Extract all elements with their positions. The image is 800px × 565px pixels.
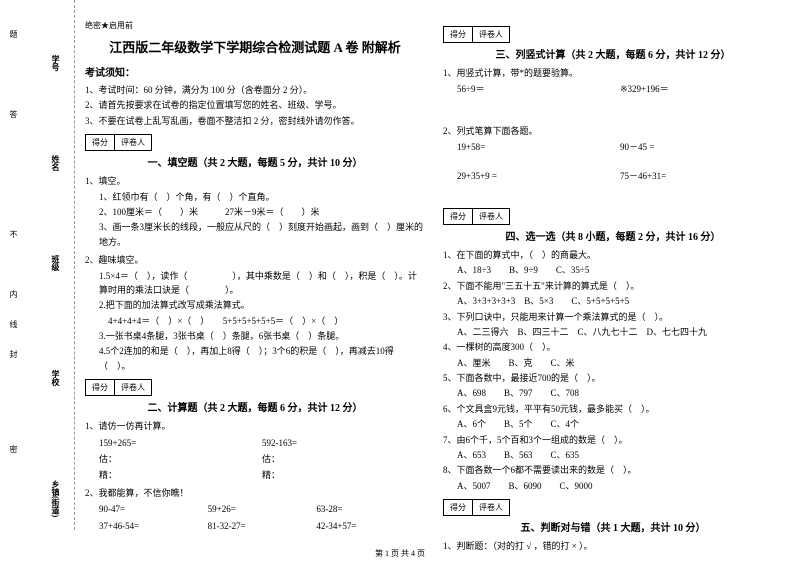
q3-c1b: 59+26= <box>208 502 317 516</box>
q5-6: 6、个文具盒9元钱，平平有50元钱，最多能买（ ）。 <box>443 402 783 416</box>
marker-bu: 不 <box>8 230 19 238</box>
q5-7: 7、由6个千，5个百和3个一组成的数是（ ）。 <box>443 433 783 447</box>
score-box-3: 得分 评卷人 <box>443 26 783 43</box>
q3-c2c: 42-34+57= <box>316 519 425 533</box>
notice-3: 3、不要在试卷上乱写乱画，卷面不整洁扣 2 分，密封线外请勿作答。 <box>85 114 425 128</box>
q4-sub: 2、列式笔算下面各题。 <box>443 124 783 138</box>
q5-8: 8、下面各数一个6都不需要读出来的数是（ ）。 <box>443 463 783 477</box>
marker-nei: 内 <box>8 290 19 298</box>
q3-r2b: 估： <box>262 452 425 466</box>
q5-5-opts: A、698 B、797 C、708 <box>443 386 783 400</box>
q5-3-opts: A、二三得六 B、四三十二 C、八九七十二 D、七七四十九 <box>443 325 783 339</box>
q5-1-opts: A、18÷3 B、9÷9 C、35÷5 <box>443 263 783 277</box>
marker-da: 答 <box>8 110 19 118</box>
q4-c1b: 90－45 = <box>620 140 783 154</box>
q3-r3a: 精： <box>99 468 262 482</box>
score-label-4: 得分 <box>443 208 473 225</box>
q3-r1a: 159+265= <box>99 436 262 450</box>
q3-c1c: 63-28= <box>316 502 425 516</box>
q3-r2a: 估： <box>99 452 262 466</box>
left-column: 绝密★启用前 江西版二年级数学下学期综合检测试题 A 卷 附解析 考试须知： 1… <box>85 20 425 555</box>
q4-c2a: 29+35+9 = <box>457 169 620 183</box>
q2-item-1: 1.5×4＝（ ），读作（ ），其中乘数是（ ）和（ ），积是（ ）。计算时用的… <box>85 269 425 298</box>
q5-4-opts: A、厘米 B、克 C、米 <box>443 356 783 370</box>
q4-r1b: ※329+196＝ <box>620 82 783 96</box>
q2-item-3: 4+4+4+4＝（ ）×（ ） 5+5+5+5+5+5＝（ ）×（ ） <box>85 314 425 328</box>
q3-row-1: 159+265= 592-163= <box>85 435 425 451</box>
score-label: 得分 <box>85 134 115 151</box>
q3-calc-1: 90-47= 59+26= 63-28= <box>85 501 425 517</box>
q3-r3b: 精： <box>262 468 425 482</box>
q3-row-3: 精： 精： <box>85 467 425 483</box>
q5-1: 1、在下面的算式中，（ ）的商最大。 <box>443 248 783 262</box>
q1-item-2: 2、100厘米＝（ ）米 27米－9米＝（ ）米 <box>85 205 425 219</box>
q4-r1a: 56÷9＝ <box>457 82 620 96</box>
q3-calc-2: 37+46-54= 81-32-27= 42-34+57= <box>85 518 425 534</box>
score-label-3: 得分 <box>443 26 473 43</box>
q3-head: 1、请仿一仿再计算。 <box>85 419 425 433</box>
right-column: 得分 评卷人 三、列竖式计算（共 2 大题，每题 6 分，共计 12 分） 1、… <box>443 20 783 555</box>
marker-mi: 密 <box>8 445 19 453</box>
q4-calc-2: 29+35+9 = 75－46+31= <box>443 168 783 184</box>
q4-head: 1、用竖式计算，带*的题要验算。 <box>443 66 783 80</box>
field-school: 学校 <box>50 370 61 386</box>
notice-heading: 考试须知： <box>85 64 425 79</box>
field-name: 姓名 <box>50 155 61 171</box>
section-5-title: 五、判断对与错（共 1 大题，共计 10 分） <box>443 519 783 534</box>
q5-6-opts: A、6个 B、5个 C、4个 <box>443 417 783 431</box>
q2-item-4: 3.一张书桌4条腿，3张书桌（ ）条腿，6张书桌（ ）条腿。 <box>85 329 425 343</box>
score-box-1: 得分 评卷人 <box>85 134 425 151</box>
exam-title: 江西版二年级数学下学期综合检测试题 A 卷 附解析 <box>85 37 425 56</box>
field-id: 学号 <box>50 55 61 71</box>
grader-label-3: 评卷人 <box>473 26 510 43</box>
q3-c1a: 90-47= <box>99 502 208 516</box>
binding-sidebar: 乡镇(街道) 学校 班级 姓名 学号 密 封 线 内 不 答 题 <box>0 0 75 530</box>
grader-label-4: 评卷人 <box>473 208 510 225</box>
q1-item-3: 3、画一条3厘米长的线段，一般应从尺的（ ）刻度开始画起，画到（ ）厘米的地方。 <box>85 220 425 249</box>
section-3-title: 三、列竖式计算（共 2 大题，每题 6 分，共计 12 分） <box>443 46 783 61</box>
q5-7-opts: A、653 B、563 C、635 <box>443 448 783 462</box>
q4-row-1: 56÷9＝ ※329+196＝ <box>443 81 783 97</box>
q4-c1a: 19+58= <box>457 140 620 154</box>
q1-item-1: 1、红领巾有（ ）个角，有（ ）个直角。 <box>85 190 425 204</box>
notice-2: 2、请首先按要求在试卷的指定位置填写您的姓名、班级、学号。 <box>85 98 425 112</box>
section-4-title: 四、选一选（共 8 小题，每题 2 分，共计 16 分） <box>443 228 783 243</box>
field-class: 班级 <box>50 255 61 271</box>
score-box-5: 得分 评卷人 <box>443 499 783 516</box>
page-content: 绝密★启用前 江西版二年级数学下学期综合检测试题 A 卷 附解析 考试须知： 1… <box>85 20 785 555</box>
score-box-2: 得分 评卷人 <box>85 379 425 396</box>
q4-c2b: 75－46+31= <box>620 169 783 183</box>
notice-1: 1、考试时间：60 分钟，满分为 100 分（含卷面分 2 分）。 <box>85 83 425 97</box>
q5-8-opts: A、5007 B、6090 C、9000 <box>443 479 783 493</box>
marker-xian: 线 <box>8 320 19 328</box>
q3-c2a: 37+46-54= <box>99 519 208 533</box>
grader-label-2: 评卷人 <box>115 379 152 396</box>
q3-sub: 2、我都能算，不信你瞧！ <box>85 486 425 500</box>
q5-4: 4、一棵树的高度300（ ）。 <box>443 340 783 354</box>
section-1-title: 一、填空题（共 2 大题，每题 5 分，共计 10 分） <box>85 154 425 169</box>
marker-ti: 题 <box>8 30 19 38</box>
grader-label: 评卷人 <box>115 134 152 151</box>
q1-head: 1、填空。 <box>85 174 425 188</box>
score-label-2: 得分 <box>85 379 115 396</box>
q4-calc-1: 19+58= 90－45 = <box>443 139 783 155</box>
q3-r1b: 592-163= <box>262 436 425 450</box>
score-label-5: 得分 <box>443 499 473 516</box>
q5-2-opts: A、3+3+3+3+3 B、5×3 C、5+5+5+5+5 <box>443 294 783 308</box>
q3-row-2: 估： 估： <box>85 451 425 467</box>
q5-5: 5、下面各数中，最接近700的是（ ）。 <box>443 371 783 385</box>
grader-label-5: 评卷人 <box>473 499 510 516</box>
q2-item-2: 2.把下面的加法算式改写成乘法算式。 <box>85 298 425 312</box>
q5-3: 3、下列口诀中，只能用来计算一个乘法算式的是（ ）。 <box>443 310 783 324</box>
q5-2: 2、下面不能用"三五十五"来计算的算式是（ ）。 <box>443 279 783 293</box>
q3-c2b: 81-32-27= <box>208 519 317 533</box>
section-2-title: 二、计算题（共 2 大题，每题 6 分，共计 12 分） <box>85 399 425 414</box>
score-box-4: 得分 评卷人 <box>443 208 783 225</box>
field-township: 乡镇(街道) <box>50 480 61 517</box>
secrecy-tag: 绝密★启用前 <box>85 20 425 31</box>
page-footer: 第 1 页 共 4 页 <box>0 548 800 559</box>
q2-item-5: 4.5个2连加的和是（ ），再加上8得（ ）；3个6的积是（ ），再减去10得（… <box>85 344 425 373</box>
marker-feng: 封 <box>8 350 19 358</box>
q2-head: 2、趣味填空。 <box>85 253 425 267</box>
